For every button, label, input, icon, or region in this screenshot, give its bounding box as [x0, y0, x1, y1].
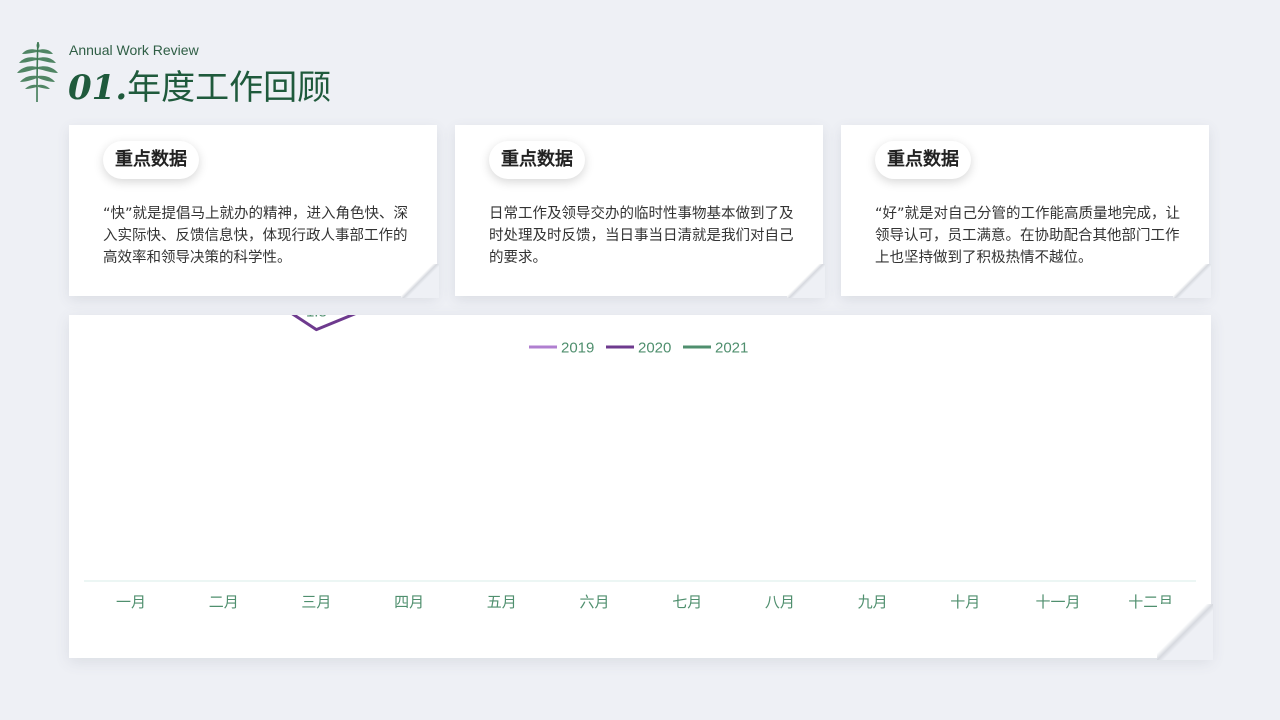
legend-label: 2019 [561, 340, 594, 357]
x-tick-label: 一月 [116, 594, 146, 611]
section-title: 年度工作回顾 [127, 68, 332, 108]
x-tick-label: 十一月 [1035, 594, 1080, 611]
x-tick-label: 五月 [487, 594, 517, 611]
x-tick-label: 六月 [579, 594, 609, 611]
page-title: 01.年度工作回顾 [68, 60, 331, 109]
series-line-2020 [291, 315, 356, 332]
x-tick-label: 四月 [394, 594, 424, 611]
card-text: “好”就是对自己分管的工作能高质量地完成，让领导认可，员工满意。在协助配合其他部… [875, 206, 1181, 266]
header-subtitle: Annual Work Review [69, 42, 199, 58]
data-label: 1.8 [306, 315, 327, 321]
card-text: 日常工作及领导交办的临时性事物基本做到了及时处理及时反馈，当日事当日清就是我们对… [489, 206, 794, 266]
monthly-line-chart: 一月二月三月四月五月六月七月八月九月十月十一月十二月3.32.53.54.53.… [84, 315, 1196, 611]
section-number: 01. [68, 68, 128, 108]
fern-leaf-logo [17, 41, 58, 103]
x-tick-label: 九月 [858, 594, 888, 611]
card-tag: 重点数据 [875, 141, 971, 179]
key-data-card-3: 重点数据 “好”就是对自己分管的工作能高质量地完成，让领导认可，员工满意。在协助… [841, 125, 1211, 298]
line-chart-card: 一月二月三月四月五月六月七月八月九月十月十一月十二月3.32.53.54.53.… [69, 315, 1213, 660]
card-tag: 重点数据 [489, 141, 585, 179]
card-text: “快”就是提倡马上就办的精神，进入角色快、深入实际快、反馈信息快，体现行政人事部… [103, 206, 409, 266]
card-tag: 重点数据 [103, 141, 199, 179]
legend-label: 2021 [715, 340, 748, 357]
legend-label: 2020 [638, 340, 671, 357]
x-tick-label: 二月 [209, 594, 239, 611]
x-tick-label: 十月 [950, 594, 980, 611]
x-tick-label: 十二月 [1128, 594, 1173, 611]
x-tick-label: 七月 [672, 594, 702, 611]
key-data-card-1: 重点数据 “快”就是提倡马上就办的精神，进入角色快、深入实际快、反馈信息快，体现… [69, 125, 439, 298]
x-tick-label: 三月 [301, 594, 331, 611]
x-tick-label: 八月 [765, 594, 795, 611]
key-data-card-2: 重点数据 日常工作及领导交办的临时性事物基本做到了及时处理及时反馈，当日事当日清… [455, 125, 825, 298]
